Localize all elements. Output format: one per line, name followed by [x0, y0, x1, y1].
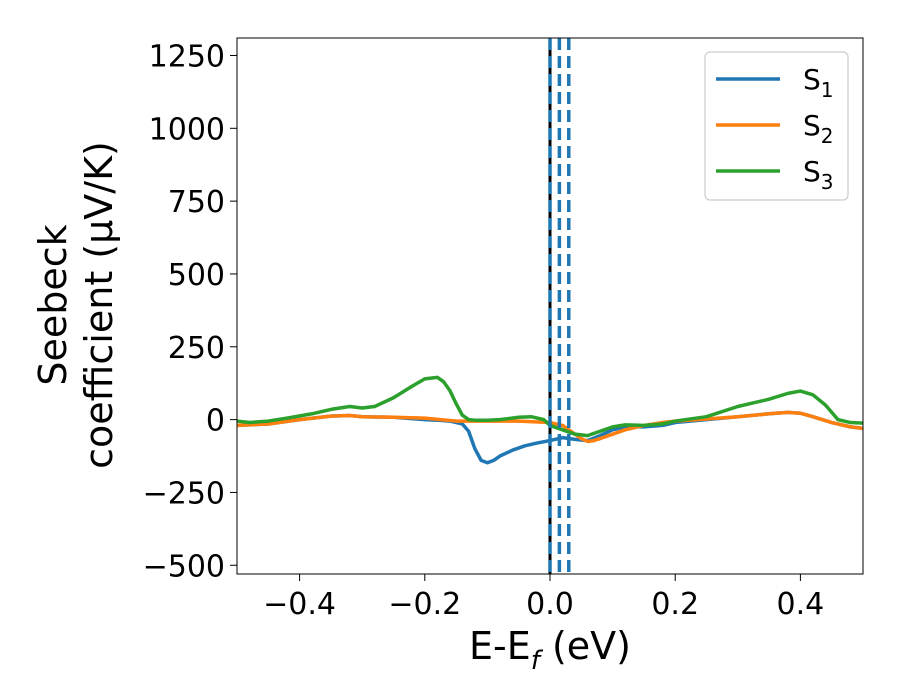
x-axis-label-unit: (eV) [540, 624, 631, 668]
y-axis-label-line1: Seebeck [31, 224, 75, 385]
x-axis-label: E-Ef (eV) [469, 624, 631, 676]
y-tick-label: −500 [143, 549, 225, 584]
reference-lines [548, 38, 571, 574]
plot-area [237, 375, 863, 465]
y-axis-label-line2: coefficient (μV/K) [77, 141, 121, 469]
y-tick-label: 1250 [149, 39, 225, 74]
y-axis-ticks: −500 −250 0 250 500 750 1000 1250 [143, 39, 237, 584]
legend: S1 S2 S3 [704, 51, 849, 201]
x-axis-ticks: −0.4 −0.2 0.0 0.2 0.4 [263, 574, 824, 622]
y-tick-label: 500 [168, 258, 225, 293]
y-tick-label: −250 [143, 476, 225, 511]
x-tick-label: 0.0 [526, 587, 574, 622]
y-tick-label: 1000 [149, 112, 225, 147]
y-tick-label: 0 [206, 404, 225, 439]
series-line-s2 [237, 410, 863, 444]
legend-label-s1: S1 [803, 63, 834, 102]
x-tick-label: −0.2 [388, 587, 461, 622]
y-tick-label: 750 [168, 185, 225, 220]
legend-label-s2: S2 [803, 109, 834, 148]
x-tick-label: −0.4 [263, 587, 336, 622]
series-line-s3 [237, 375, 863, 438]
y-axis-label: Seebeck coefficient (μV/K) [31, 141, 121, 469]
y-tick-label: 250 [168, 331, 225, 366]
legend-label-s3: S3 [803, 155, 834, 194]
x-tick-label: 0.4 [777, 587, 825, 622]
x-tick-label: 0.2 [651, 587, 699, 622]
